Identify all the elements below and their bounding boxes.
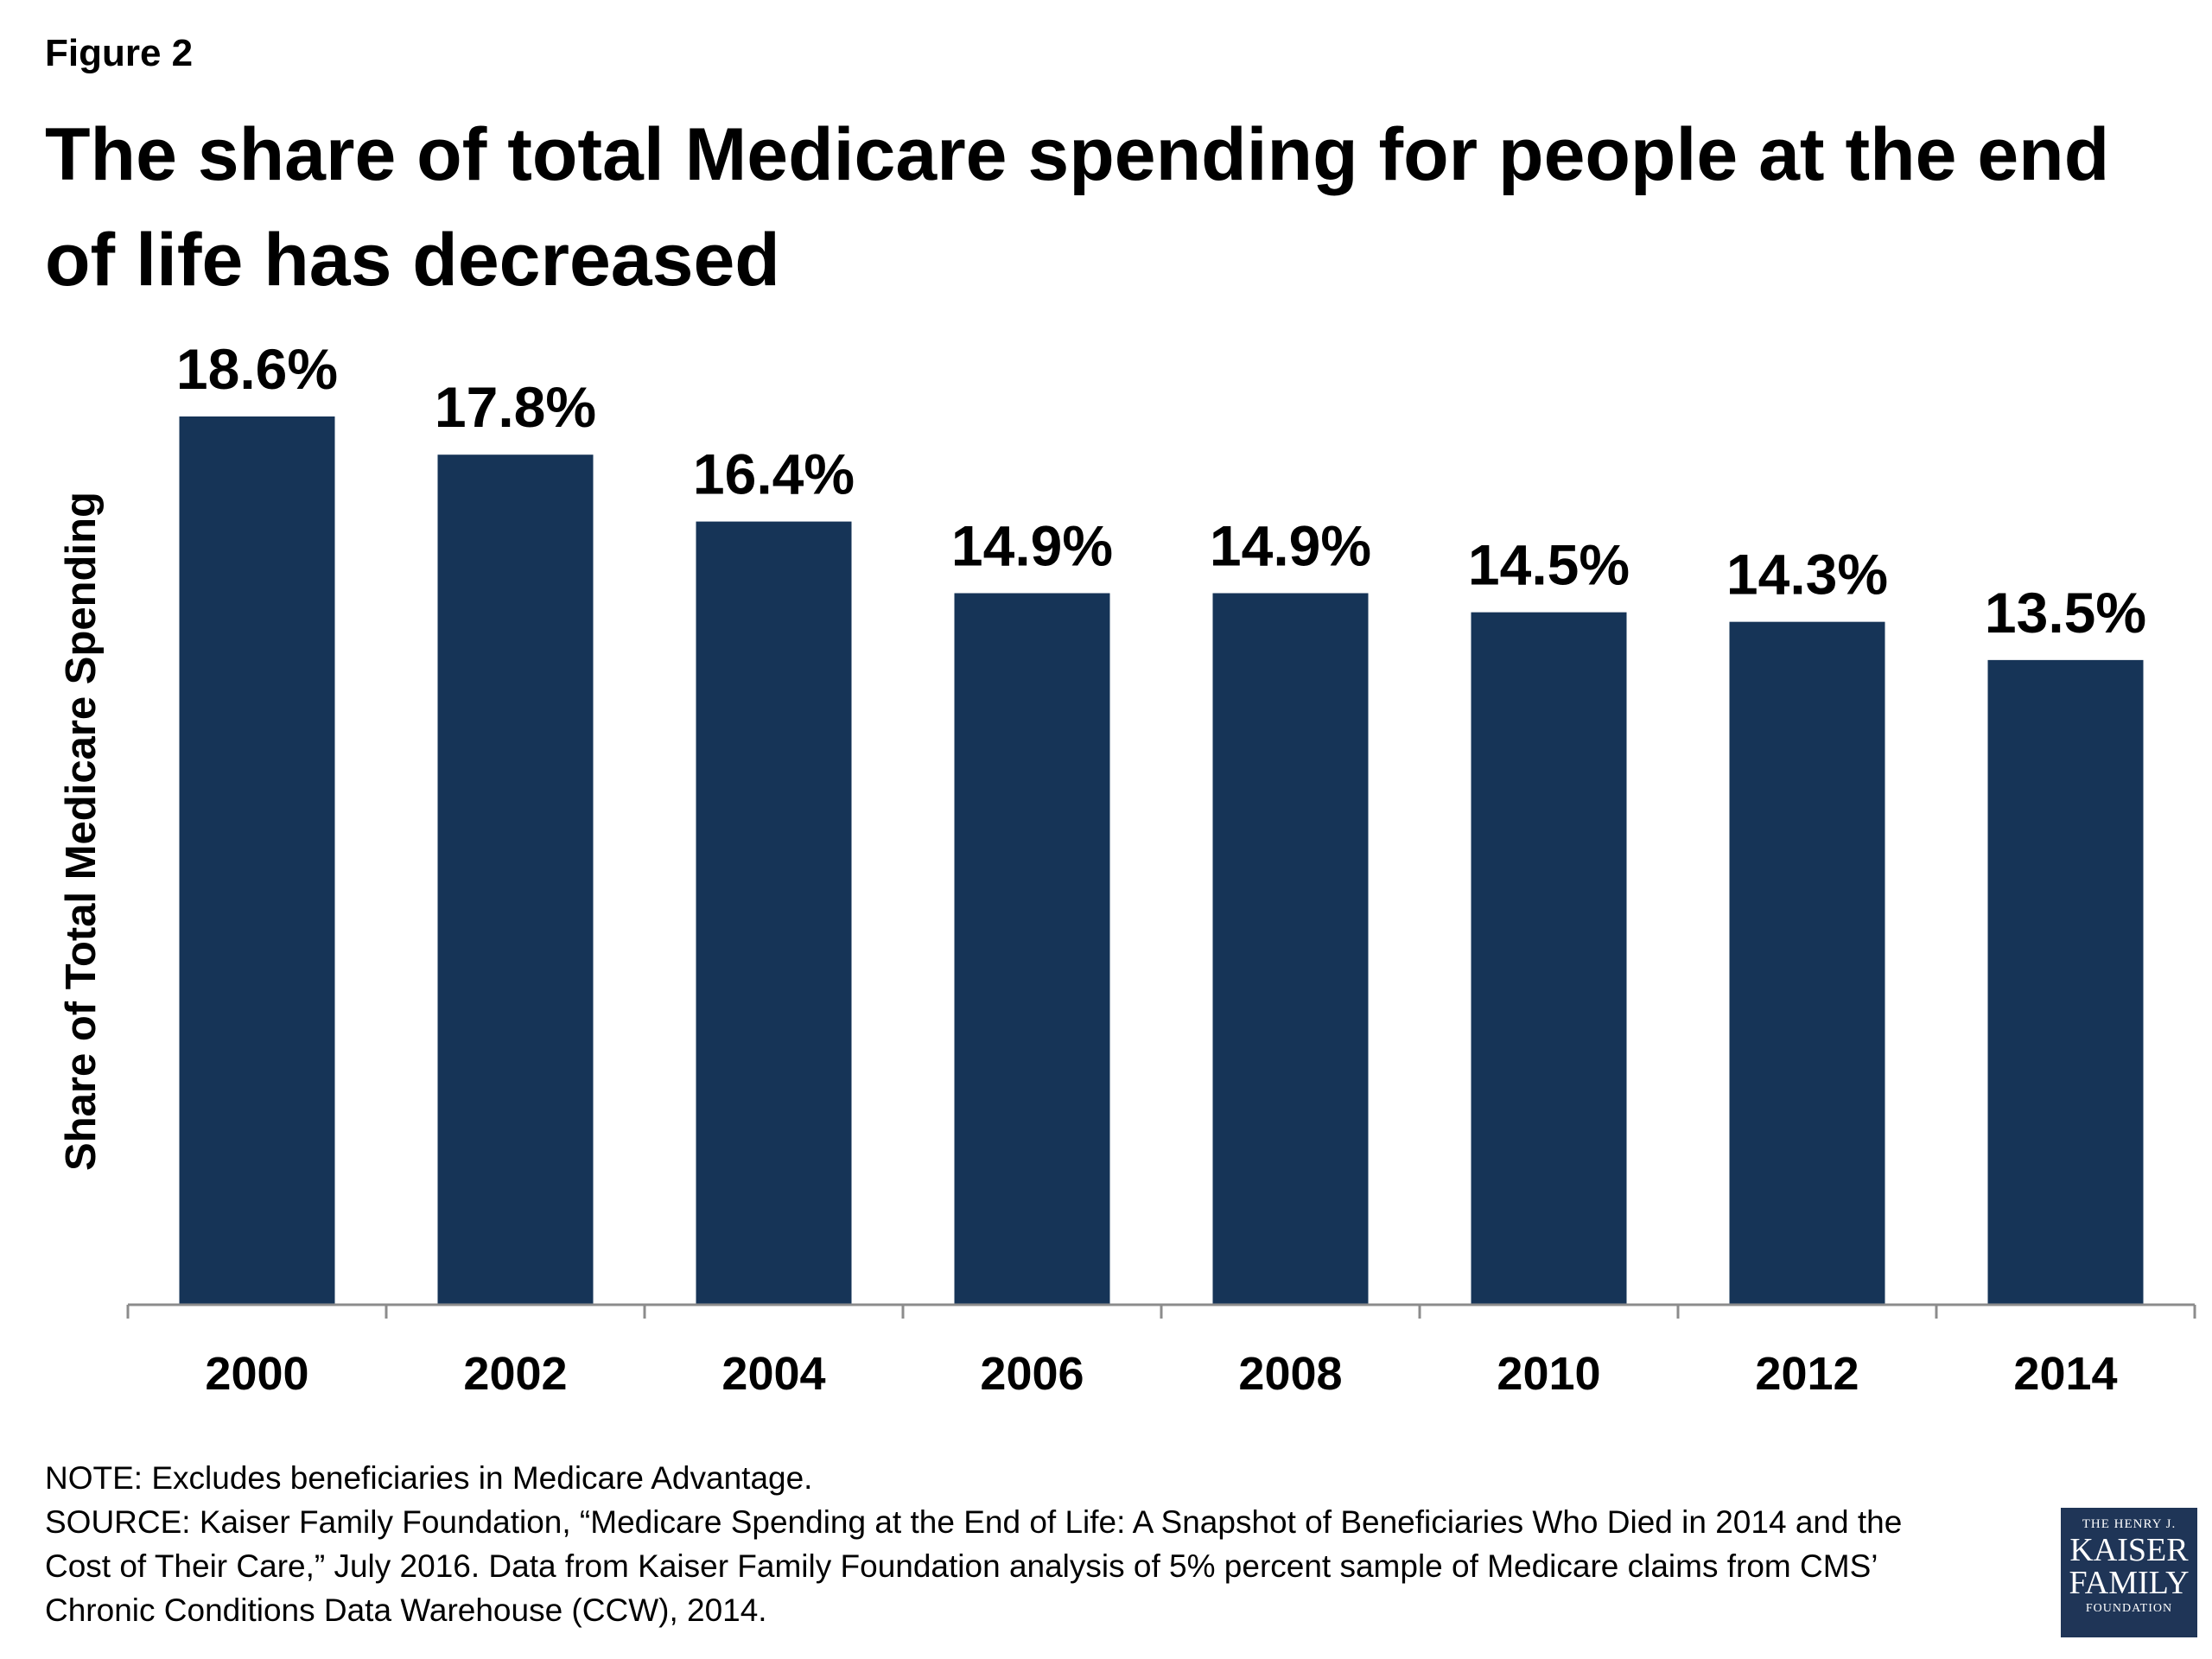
value-labels-group: 18.6% 17.8% 16.4% 14.9% 14.9% 14.5% 14.3% 13.5%	[176, 337, 2146, 645]
x-tick-label-2008: 2008	[1238, 1348, 1342, 1400]
y-axis-label: Share of Total Medicare Spending	[58, 492, 105, 1171]
source-note: NOTE: Excludes beneficiaries in Medicare…	[45, 1456, 2032, 1632]
bar-2014	[1987, 659, 2144, 1305]
bar-2008	[1212, 593, 1369, 1305]
bars-group	[179, 416, 2144, 1305]
note-line: NOTE: Excludes beneficiaries in Medicare…	[45, 1460, 813, 1496]
bar-2010	[1471, 612, 1627, 1305]
value-label-2006: 14.9%	[951, 513, 1113, 577]
x-axis: 2000 2002 2004 2006 2008 2010 2012 2014	[126, 1303, 2196, 1400]
bar-2004	[696, 521, 852, 1305]
logo-line: KAISER	[2069, 1532, 2189, 1568]
x-tick-label-2014: 2014	[2013, 1348, 2117, 1400]
chart-title: The share of total Medicare spending for…	[45, 113, 2110, 302]
source-line: Chronic Conditions Data Warehouse (CCW),…	[45, 1592, 767, 1628]
logo-line: FAMILY	[2069, 1565, 2190, 1601]
x-tick-label-2006: 2006	[980, 1348, 1084, 1400]
value-label-2010: 14.5%	[1468, 533, 1630, 597]
source-line: Cost of Their Care,” July 2016. Data fro…	[45, 1548, 1878, 1584]
value-label-2008: 14.9%	[1210, 513, 1371, 577]
source-line: SOURCE: Kaiser Family Foundation, “Medic…	[45, 1504, 1903, 1540]
x-tick-label-2010: 2010	[1497, 1348, 1600, 1400]
value-label-2002: 17.8%	[435, 375, 596, 439]
value-label-2012: 14.3%	[1726, 543, 1888, 607]
bar-2002	[437, 454, 594, 1305]
logo-line: THE HENRY J.	[2082, 1517, 2177, 1531]
x-tick-label-2012: 2012	[1755, 1348, 1859, 1400]
value-label-2014: 13.5%	[1985, 581, 2146, 645]
bar-2000	[179, 416, 335, 1305]
figure-label: Figure 2	[45, 32, 194, 74]
x-tick-label-2000: 2000	[205, 1348, 308, 1400]
x-tick-label-2004: 2004	[721, 1348, 825, 1400]
bar-2012	[1729, 621, 1885, 1305]
logo-line: FOUNDATION	[2085, 1602, 2173, 1615]
x-tick-label-2002: 2002	[463, 1348, 567, 1400]
value-label-2004: 16.4%	[693, 442, 855, 506]
kff-logo: THE HENRY J. KAISER FAMILY FOUNDATION	[2061, 1508, 2197, 1637]
bar-2006	[954, 593, 1110, 1305]
value-label-2000: 18.6%	[176, 337, 338, 401]
